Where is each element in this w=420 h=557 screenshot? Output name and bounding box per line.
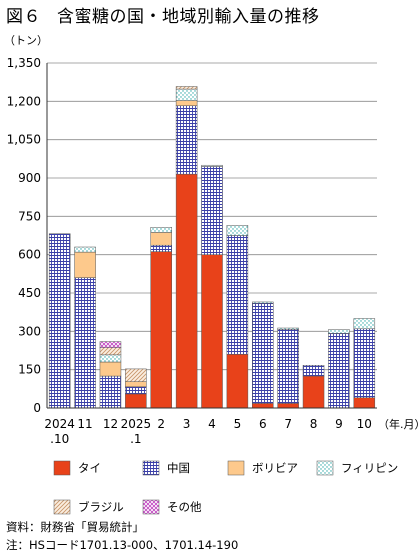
legend-label: タイ [78, 461, 101, 475]
bar-segment [99, 347, 122, 356]
y-tick-label: 300 [18, 324, 41, 338]
y-tick-label: 150 [18, 363, 41, 377]
bar-segment [328, 333, 350, 409]
hs-code-note: 注：HSコード1701.13-000、1701.14-190 [6, 538, 239, 552]
x-tick-label: 3 [183, 417, 191, 431]
y-unit-label: （トン） [4, 34, 48, 47]
figure-number: 図６ [6, 7, 41, 27]
bar-segment [252, 403, 274, 409]
bar-segment [74, 251, 96, 278]
x-unit-label: （年.月） [378, 417, 420, 431]
legend-swatch [142, 499, 160, 515]
x-tick-label: .10 [50, 432, 69, 446]
y-tick-label: 0 [33, 401, 41, 415]
bar-segment [99, 375, 122, 409]
bar-segment [48, 233, 71, 409]
legend-label: フィリピン [341, 461, 398, 475]
x-tick-label: 2024 [44, 417, 75, 431]
legend-label: ボリビア [252, 461, 298, 475]
legend-swatch [316, 460, 334, 476]
x-tick-label: .1 [130, 432, 141, 446]
bar-segment [175, 86, 198, 90]
bar-segment [353, 328, 376, 399]
y-tick-label: 450 [18, 286, 41, 300]
legend-swatch [53, 460, 71, 476]
bar-segment [150, 227, 172, 233]
y-tick-label: 750 [18, 209, 41, 223]
bar-segment [252, 302, 274, 404]
legend-label: 中国 [167, 461, 190, 475]
bar-segment [353, 397, 376, 409]
bar-segment [226, 354, 249, 409]
x-tick-label: 9 [335, 417, 343, 431]
legend-label: その他 [167, 500, 202, 514]
x-tick-label: 2025 [121, 417, 152, 431]
x-tick-label: 2 [157, 417, 165, 431]
axes [46, 63, 377, 409]
source-note: 資料：財務省「貿易統計」 [6, 520, 144, 534]
bar-segment [175, 105, 198, 175]
bar-segment [353, 318, 376, 330]
bar-segment [99, 361, 122, 377]
x-tick-label: 5 [234, 417, 242, 431]
x-tick-label: 6 [259, 417, 267, 431]
bar-segment [277, 327, 299, 330]
bar-segment [302, 365, 325, 377]
bar-segment [125, 381, 147, 388]
bar-segment [150, 244, 172, 252]
bar-segment [150, 251, 172, 409]
bar-segment [201, 164, 223, 167]
bar-segment [302, 375, 325, 409]
bar-segment [99, 354, 122, 363]
bar-segment [175, 100, 198, 106]
bar-segment [175, 88, 198, 101]
x-tick-label: 4 [208, 417, 216, 431]
x-tick-label: 11 [77, 417, 92, 431]
bars [48, 86, 376, 409]
y-tick-label: 900 [18, 171, 41, 185]
x-tick-label: 7 [284, 417, 292, 431]
legend-label: ブラジル [78, 500, 124, 514]
bar-segment [328, 329, 350, 334]
y-tick-label: 600 [18, 248, 41, 262]
bar-segment [252, 301, 274, 304]
bar-segment [99, 341, 122, 348]
legend-swatch [142, 460, 160, 476]
bar-segment [277, 403, 299, 409]
y-tick-label: 1,200 [7, 94, 41, 108]
bar-segment [125, 393, 147, 409]
x-tick-label: 10 [357, 417, 372, 431]
bar-segment [201, 254, 223, 409]
tick-labels: 0 150 300 450 600 750 900 1,050 1,200 1,350 （トン） （年… [4, 34, 420, 446]
figure-title-text: 含蜜糖の国・地域別輸入量の推移 [57, 7, 320, 27]
x-tick-label: 8 [310, 417, 318, 431]
bar-segment [74, 246, 96, 253]
chart-title: 図６ 含蜜糖の国・地域別輸入量の推移 [6, 2, 320, 27]
legend-swatch [227, 460, 245, 476]
bar-segment [125, 386, 147, 395]
bar-segment [175, 173, 198, 409]
bar-segment [277, 329, 299, 404]
y-tick-label: 1,350 [7, 56, 41, 70]
bar-segment [125, 368, 147, 382]
bar-segment [226, 225, 249, 236]
legend-swatch [53, 499, 71, 515]
y-tick-label: 1,050 [7, 133, 41, 147]
bar-segment [201, 166, 223, 255]
bar-segment [150, 232, 172, 246]
x-tick-label: 12 [103, 417, 118, 431]
bar-segment [74, 277, 96, 409]
bar-segment [226, 235, 249, 355]
